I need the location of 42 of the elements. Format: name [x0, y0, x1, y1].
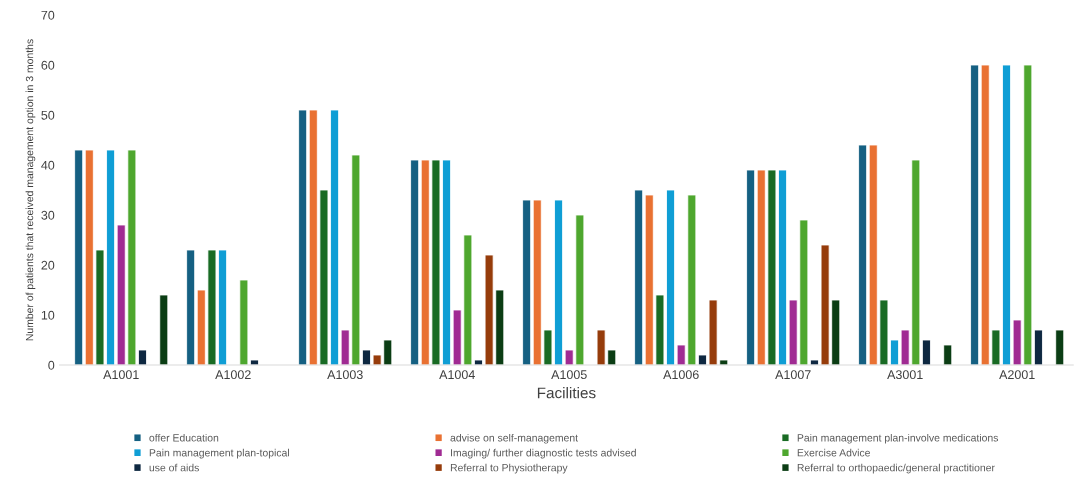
legend-label: Imaging/ further diagnostic tests advised — [451, 448, 636, 459]
x-tick-label: A1004 — [439, 370, 475, 380]
y-tick-label: 0 — [48, 360, 55, 370]
legend-label: advise on self-management — [450, 433, 578, 444]
legend-label: offer Education — [149, 433, 219, 442]
legend-label: Referral to orthopaedic/general practitioner — [797, 463, 995, 474]
x-tick-label: A2001 — [999, 370, 1035, 380]
x-tick-label: A1005 — [551, 370, 587, 380]
bar — [522, 199, 532, 365]
y-tick-label: 30 — [41, 210, 55, 220]
bar — [159, 294, 169, 365]
bar — [74, 149, 84, 365]
bar — [922, 339, 931, 365]
legend-label: Pain management plan-topical — [149, 448, 289, 459]
bar — [410, 159, 420, 365]
legend-label: use of aids — [149, 463, 199, 472]
legend-label: Pain management plan-involve medications — [797, 433, 999, 444]
x-tick-label: A1003 — [327, 370, 363, 380]
bar — [943, 344, 953, 365]
y-tick-label: 50 — [41, 110, 55, 120]
x-axis-title: Facilities — [537, 387, 596, 399]
y-tick-label: 60 — [41, 60, 55, 70]
bar — [1055, 329, 1065, 365]
legend-label: Referral to Physiotherapy — [450, 463, 568, 474]
bar — [186, 249, 196, 365]
x-tick-label: A1006 — [663, 370, 699, 380]
bar — [298, 109, 308, 365]
x-tick-label: A1002 — [215, 370, 251, 380]
y-tick-label: 40 — [41, 160, 55, 170]
y-tick-label: 10 — [41, 310, 55, 320]
x-tick-label: A1001 — [103, 370, 139, 380]
bar — [746, 169, 756, 365]
bar — [1033, 329, 1043, 365]
legend-label: Exercise Advice — [797, 448, 870, 457]
y-axis-title: Number of patients that received management option in 3 months — [25, 39, 36, 341]
y-tick-label: 70 — [41, 10, 55, 20]
bar — [858, 144, 868, 365]
bar — [634, 189, 644, 365]
x-tick-label: A3001 — [887, 370, 923, 380]
bar — [970, 64, 980, 365]
y-tick-label: 20 — [41, 260, 55, 270]
x-tick-label: A1007 — [775, 370, 811, 380]
